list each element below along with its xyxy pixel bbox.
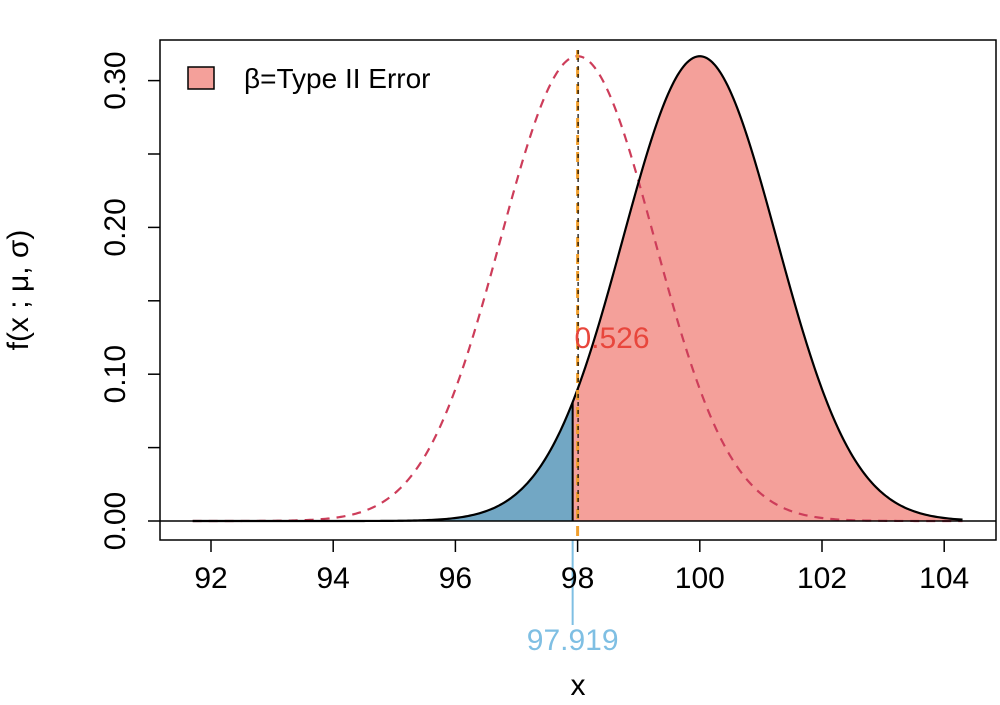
- x-tick-label: 98: [561, 562, 594, 595]
- legend-label: β=Type II Error: [244, 63, 431, 94]
- y-axis-label: f(x ; μ, σ): [2, 230, 35, 351]
- x-tick-label: 100: [675, 562, 725, 595]
- y-tick-label: 0.30: [99, 51, 132, 109]
- region--type-ii-error-0: [572, 56, 963, 522]
- y-tick-label: 0.20: [99, 198, 132, 256]
- y-tick-label: 0.10: [99, 345, 132, 403]
- x-tick-label: 104: [919, 562, 969, 595]
- region-power-1: [192, 402, 573, 521]
- x-tick-label: 102: [797, 562, 847, 595]
- beta-value-label: 0.526: [574, 322, 649, 355]
- x-tick-label: 92: [194, 562, 227, 595]
- x-axis-label: x: [571, 669, 586, 700]
- x-tick-label: 94: [317, 562, 350, 595]
- y-tick-label: 0.00: [99, 492, 132, 550]
- critical-value-label: 97.919: [527, 624, 619, 657]
- x-tick-label: 96: [439, 562, 472, 595]
- legend-swatch: [187, 66, 215, 90]
